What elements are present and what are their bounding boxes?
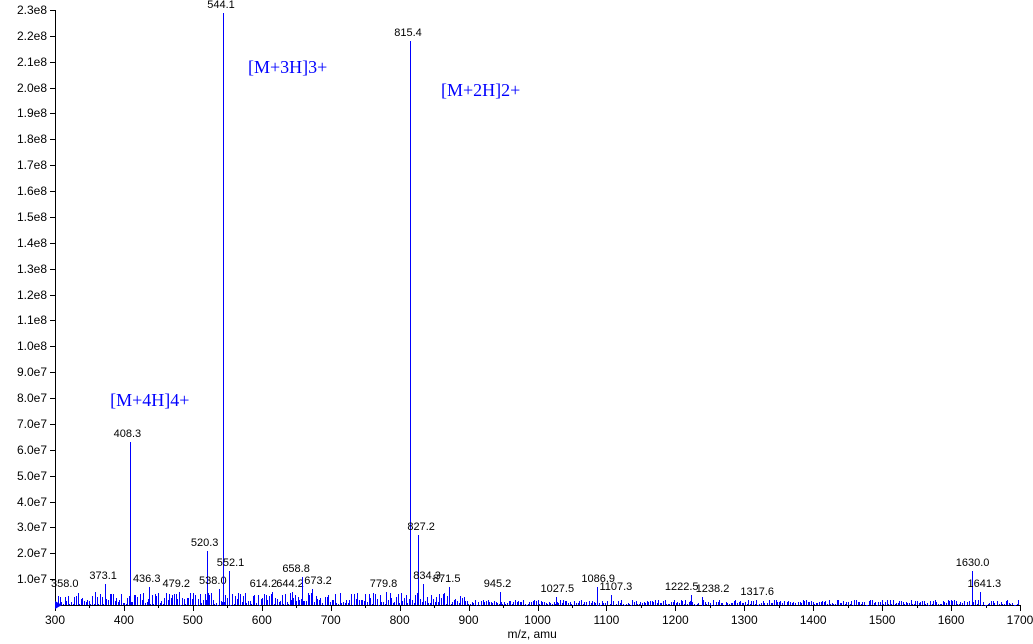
y-tick-label: 4.0e7 <box>0 495 47 509</box>
peak-label: 544.1 <box>207 0 235 11</box>
x-tick-label: 1300 <box>724 613 764 627</box>
peak-label: 1630.0 <box>956 557 990 569</box>
x-axis-label: m/z, amu <box>508 627 557 641</box>
spectrum-peak <box>556 597 557 605</box>
y-tick-label: 1.0e7 <box>0 572 47 586</box>
spectrum-peak <box>95 592 96 605</box>
peak-label: 1222.5 <box>665 581 699 593</box>
mass-spectrum-chart: 1.0e7 2.0e7 3.0e7 4.0e7 5.0e7 6.0e7 7.0e7 8.0e7… <box>0 0 1033 644</box>
peak-label: 614.2 <box>250 578 278 590</box>
x-tick-label: 700 <box>311 613 351 627</box>
y-tick-label: 7.0e7 <box>0 417 47 431</box>
peak-label: 373.1 <box>89 570 117 582</box>
y-tick-label: 2.3e8 <box>0 3 47 17</box>
peak-label: 673.2 <box>304 575 332 587</box>
spectrum-peak <box>302 577 303 605</box>
y-tick-label: 1.8e8 <box>0 132 47 146</box>
y-tick-label: 6.0e7 <box>0 443 47 457</box>
peak-label: 479.2 <box>163 578 191 590</box>
peak-label: 1317.6 <box>740 586 774 598</box>
charge-state-annotation: [M+4H]4+ <box>110 390 189 411</box>
y-tick-label: 3.0e7 <box>0 520 47 534</box>
y-tick-label: 1.9e8 <box>0 106 47 120</box>
x-tick-label: 1100 <box>586 613 626 627</box>
y-tick-label: 1.2e8 <box>0 288 47 302</box>
spectrum-peak <box>500 592 501 605</box>
spectrum-peak <box>105 584 106 605</box>
peak-label: 827.2 <box>407 521 435 533</box>
x-tick-label: 500 <box>173 613 213 627</box>
peak-label: 408.3 <box>114 428 142 440</box>
axis-arrow-icon <box>55 601 62 609</box>
peak-label: 1641.3 <box>968 578 1002 590</box>
y-tick-label: 9.0e7 <box>0 365 47 379</box>
spectrum-peak <box>130 442 131 605</box>
y-tick-label: 1.5e8 <box>0 210 47 224</box>
x-tick-label: 300 <box>35 613 75 627</box>
x-tick-label: 600 <box>242 613 282 627</box>
x-tick-label: 1200 <box>655 613 695 627</box>
y-tick-label: 2.2e8 <box>0 29 47 43</box>
y-tick-label: 1.0e8 <box>0 339 47 353</box>
spectrum-peak <box>223 13 224 605</box>
charge-state-annotation: [M+3H]3+ <box>248 57 327 78</box>
y-tick-label: 1.6e8 <box>0 184 47 198</box>
x-tick-label: 1600 <box>931 613 971 627</box>
peak-label: 358.0 <box>51 578 79 590</box>
spectrum-peak <box>423 584 424 605</box>
peak-label: 658.8 <box>282 563 310 575</box>
spectrum-peak <box>292 592 293 605</box>
spectrum-peak <box>702 597 703 605</box>
peak-label: 871.5 <box>433 573 461 585</box>
x-tick-label: 1000 <box>518 613 558 627</box>
peak-label: 1107.3 <box>599 581 632 593</box>
spectrum-peak <box>229 571 230 605</box>
spectrum-peak <box>386 592 387 605</box>
spectrum-peak <box>449 587 450 605</box>
y-tick-label: 1.1e8 <box>0 313 47 327</box>
peak-label: 552.1 <box>217 557 245 569</box>
peak-label: 1238.2 <box>696 583 730 595</box>
spectrum-peak <box>272 592 273 605</box>
x-tick-label: 1400 <box>793 613 833 627</box>
peak-label: 945.2 <box>484 578 512 590</box>
y-tick-label: 1.4e8 <box>0 236 47 250</box>
peak-label: 644.2 <box>276 578 304 590</box>
y-tick-label: 5.0e7 <box>0 469 47 483</box>
spectrum-peak <box>149 587 150 605</box>
peak-label: 520.3 <box>191 537 219 549</box>
x-tick-label: 400 <box>104 613 144 627</box>
y-tick-label: 1.7e8 <box>0 158 47 172</box>
y-tick-label: 8.0e7 <box>0 391 47 405</box>
spectrum-peak <box>756 600 757 605</box>
spectrum-peak <box>219 589 220 605</box>
y-tick-label: 2.0e8 <box>0 81 47 95</box>
peak-label: 1027.5 <box>540 583 574 595</box>
y-tick-label: 2.1e8 <box>0 55 47 69</box>
spectrum-peak <box>980 592 981 605</box>
peak-label: 815.4 <box>394 27 422 39</box>
x-tick-label: 1700 <box>1000 613 1033 627</box>
y-tick-label: 1.3e8 <box>0 262 47 276</box>
x-tick-label: 800 <box>380 613 420 627</box>
spectrum-peak <box>597 587 598 605</box>
spectrum-peak <box>691 595 692 605</box>
charge-state-annotation: [M+2H]2+ <box>441 80 520 101</box>
x-tick-label: 1500 <box>862 613 902 627</box>
y-axis <box>55 10 56 605</box>
spectrum-peak <box>179 592 180 605</box>
spectrum-peak <box>312 589 313 605</box>
spectrum-peak <box>611 595 612 605</box>
y-tick-label: 2.0e7 <box>0 546 47 560</box>
x-tick-label: 900 <box>449 613 489 627</box>
peak-label: 779.8 <box>370 578 398 590</box>
peak-label: 436.3 <box>133 573 161 585</box>
